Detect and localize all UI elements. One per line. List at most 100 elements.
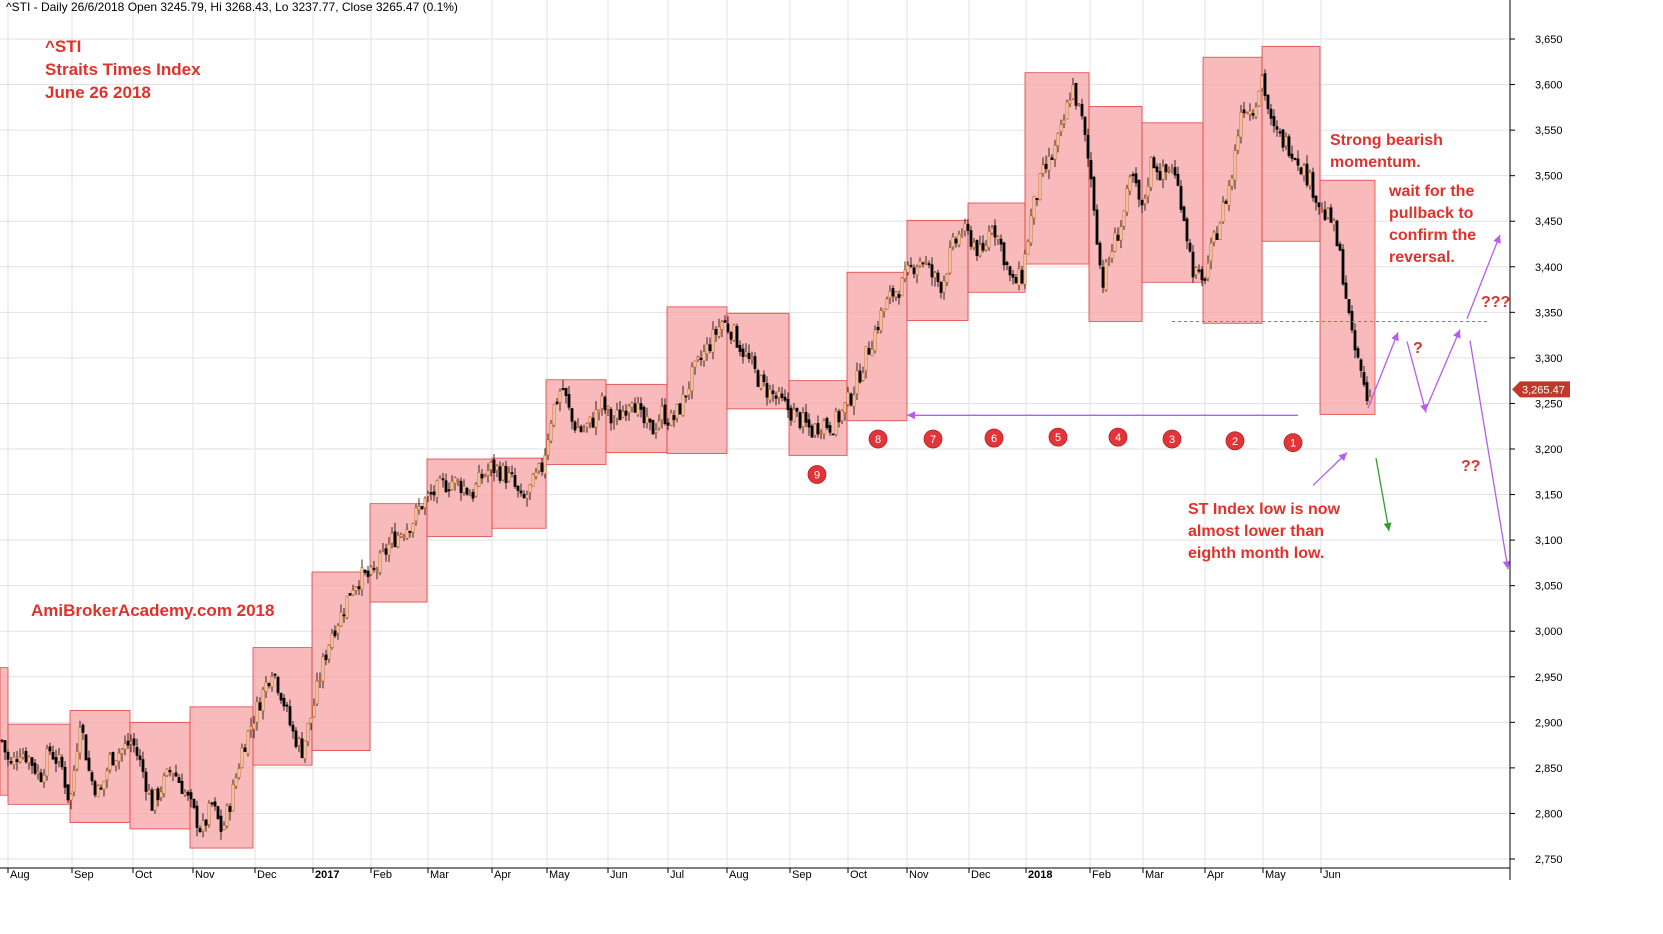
candle-body <box>243 747 247 752</box>
candle-body <box>558 390 562 403</box>
candle-body <box>675 404 679 419</box>
candle-body <box>216 806 220 819</box>
candle-body <box>894 291 898 298</box>
candle-body <box>327 644 331 660</box>
candle-body <box>1173 167 1177 176</box>
candle-body <box>384 548 388 555</box>
candle-body <box>387 543 391 556</box>
candle-body <box>399 534 403 538</box>
annotation-arrows <box>1312 234 1511 570</box>
candle-body <box>567 393 571 408</box>
candle-body <box>1083 116 1087 135</box>
candle-body <box>867 348 871 355</box>
candle-body <box>579 426 583 432</box>
candle-body <box>378 552 382 573</box>
annotation-question-3: ??? <box>1481 294 1510 311</box>
candle-body <box>273 673 277 676</box>
candle-body <box>231 783 235 812</box>
candle-body <box>651 420 655 435</box>
candle-body <box>285 704 289 707</box>
candle-body <box>15 759 19 763</box>
candle-body <box>1002 242 1006 266</box>
purple-arrow-head <box>1493 234 1501 244</box>
y-tick-label: 3,350 <box>1535 307 1563 319</box>
candle-body <box>1227 185 1231 206</box>
candle-body <box>981 242 985 251</box>
candle-body <box>1128 176 1132 192</box>
candle-body <box>330 633 334 648</box>
candle-body <box>495 465 499 471</box>
candle-body <box>954 238 958 244</box>
candle-body <box>456 479 460 482</box>
candle-body <box>1032 195 1036 219</box>
x-tick-label: Sep <box>74 869 94 881</box>
purple-arrow-head <box>1453 329 1461 339</box>
candle-body <box>324 654 328 661</box>
candle-body <box>147 789 151 794</box>
candle-body <box>1170 169 1174 172</box>
x-tick-label: May <box>1265 869 1286 881</box>
candle-body <box>1044 163 1048 169</box>
candle-body <box>174 772 178 777</box>
candle-body <box>573 421 577 431</box>
candle-body <box>915 266 919 276</box>
y-axis: 2,750 2,800 2,850 2,900 2,950 3,000 3,050 3,100… <box>1509 0 1563 880</box>
candle-body <box>666 422 670 426</box>
candle-body <box>1086 134 1090 159</box>
candle-body <box>963 222 967 232</box>
candle-body <box>1167 168 1171 171</box>
candle-body <box>726 323 730 332</box>
candle-body <box>252 723 256 730</box>
candle-body <box>69 793 73 801</box>
candle-body <box>345 595 349 618</box>
candle-body <box>1116 234 1120 241</box>
candle-body <box>291 724 295 732</box>
candle-body <box>1344 282 1348 299</box>
candle-body <box>714 329 718 335</box>
candle-body <box>45 748 49 777</box>
candle-body <box>423 497 427 509</box>
candle-body <box>12 756 16 766</box>
candle-body <box>870 348 874 357</box>
candle-body <box>381 549 385 552</box>
candle-body <box>102 780 106 790</box>
count-circle-label: 5 <box>1055 432 1061 444</box>
count-circle <box>1048 427 1068 447</box>
candle-body <box>1119 226 1123 241</box>
candle-body <box>942 280 946 293</box>
candle-body <box>237 768 241 779</box>
candle-body <box>1281 129 1285 148</box>
support-line-arrowhead <box>907 411 915 420</box>
candle-body <box>183 791 187 796</box>
candle-body <box>27 756 31 764</box>
candle-body <box>1005 262 1009 265</box>
candle-body <box>405 529 409 539</box>
candle-body <box>408 531 412 533</box>
annotation-pullback-1: wait for the <box>1388 183 1474 200</box>
y-tick-label: 3,450 <box>1535 216 1563 228</box>
candle-body <box>276 676 280 693</box>
candle-body <box>903 269 907 280</box>
candle-body <box>486 470 490 476</box>
month-range-box <box>1024 72 1090 265</box>
annotation-low-1: ST Index low is now <box>1188 501 1341 518</box>
candle-body <box>1146 185 1150 197</box>
y-tick-label: 2,950 <box>1535 672 1563 684</box>
count-circle-label: 3 <box>1169 434 1175 446</box>
candle-body <box>357 586 361 590</box>
x-tick-label: 2018 <box>1028 869 1052 881</box>
candle-body <box>1203 278 1207 281</box>
candle-body <box>810 425 814 438</box>
candle-body <box>6 752 10 760</box>
candle-body <box>1182 206 1186 221</box>
candle-body <box>96 785 100 798</box>
candle-body <box>732 324 736 341</box>
x-axis: Aug Sep Oct Nov Dec 2017 Feb Mar Apr May Jun Jul Aug… <box>0 867 1510 881</box>
candle-body <box>117 752 121 762</box>
candle-body <box>282 697 286 707</box>
candle-body <box>528 484 532 493</box>
candle-body <box>1137 180 1141 200</box>
chart-header: ^STI - Daily 26/6/2018 Open 3245.79, Hi … <box>6 0 458 14</box>
candle-body <box>1245 112 1249 115</box>
candle-body <box>879 310 883 331</box>
